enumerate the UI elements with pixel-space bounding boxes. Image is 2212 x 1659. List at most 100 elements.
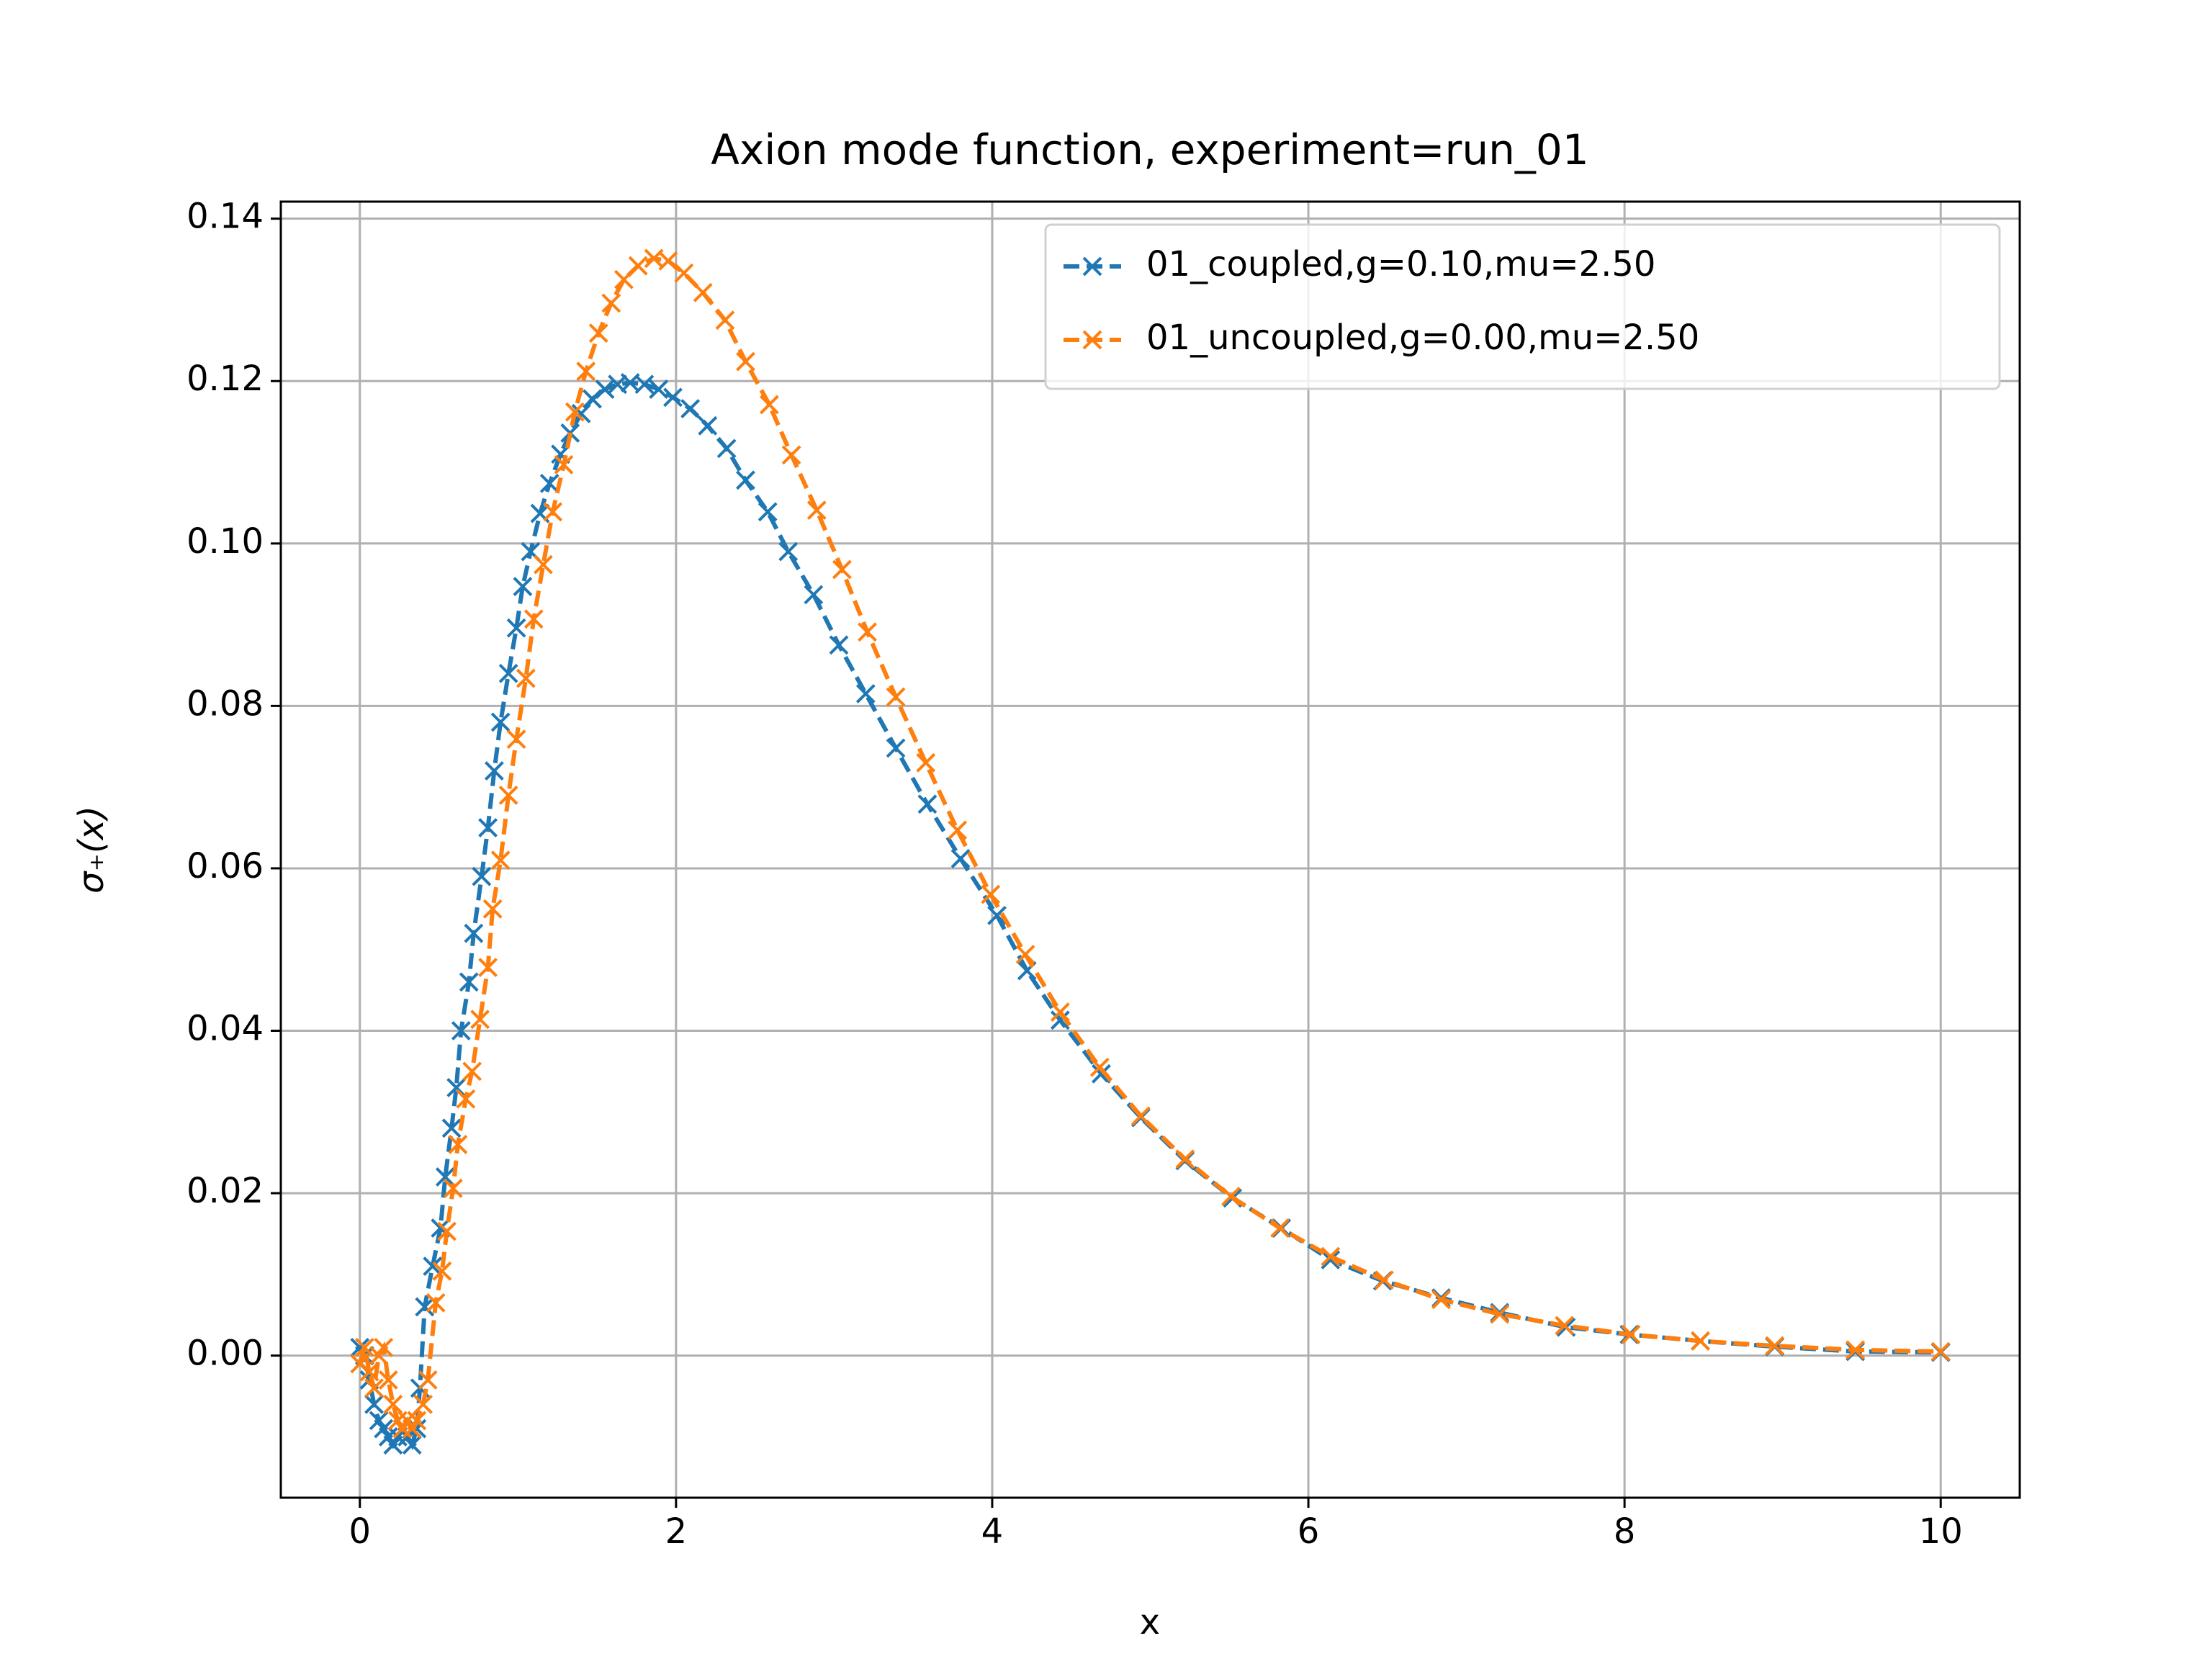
marker: [832, 559, 852, 580]
marker: [649, 379, 669, 399]
marker: [886, 738, 906, 758]
marker: [1130, 1106, 1151, 1126]
marker: [462, 1061, 482, 1082]
y-axis-label: σ₊(x): [71, 806, 112, 894]
marker: [378, 1370, 398, 1390]
marker: [855, 684, 876, 703]
marker: [1015, 945, 1035, 964]
marker: [1270, 1218, 1290, 1238]
legend-marker: [1082, 330, 1102, 350]
y-tick-label: 0.00: [186, 1334, 264, 1374]
marker: [950, 848, 971, 868]
marker: [565, 402, 585, 422]
x-tick-label: 8: [1614, 1511, 1636, 1552]
marker: [423, 1256, 443, 1276]
marker: [539, 473, 559, 493]
marker: [981, 884, 1001, 904]
marker: [680, 399, 701, 419]
marker: [498, 663, 518, 683]
y-tick-label: 0.02: [186, 1171, 264, 1211]
marker: [588, 323, 608, 343]
marker: [1175, 1149, 1195, 1169]
marker: [359, 1362, 379, 1382]
marker: [456, 1089, 476, 1109]
y-tick-label: 0.06: [186, 846, 264, 886]
marker: [459, 972, 479, 992]
y-tick-label: 0.10: [186, 521, 264, 562]
marker: [1930, 1341, 1951, 1362]
marker: [663, 387, 683, 408]
marker: [383, 1394, 403, 1414]
legend-box: [1044, 223, 2001, 390]
marker: [534, 554, 553, 575]
marker: [418, 1370, 438, 1390]
marker: [364, 1378, 384, 1398]
marker: [554, 454, 574, 475]
marker: [1621, 1324, 1641, 1344]
marker: [916, 752, 936, 773]
marker: [698, 415, 718, 436]
marker: [543, 502, 563, 522]
marker: [464, 923, 484, 943]
marker: [858, 622, 877, 642]
marker: [674, 263, 694, 283]
legend-label: 01_uncoupled,g=0.00,mu=2.50: [1146, 318, 1699, 358]
marker: [806, 500, 827, 520]
marker: [374, 1337, 394, 1357]
marker: [506, 729, 526, 750]
x-axis-label: x: [1140, 1602, 1160, 1642]
marker: [484, 761, 504, 781]
marker: [634, 374, 655, 395]
marker: [490, 712, 511, 732]
marker: [1050, 1002, 1070, 1022]
marker: [1490, 1304, 1510, 1324]
x-tick-label: 4: [981, 1511, 1004, 1552]
marker: [482, 899, 503, 919]
marker: [1765, 1336, 1785, 1356]
marker: [595, 379, 615, 399]
marker: [757, 502, 778, 522]
marker: [829, 635, 849, 655]
marker: [478, 818, 498, 837]
marker: [523, 609, 544, 629]
marker: [583, 389, 602, 409]
x-tick-label: 6: [1298, 1511, 1320, 1552]
marker: [1092, 1064, 1111, 1084]
marker: [778, 541, 799, 562]
legend-marker: [1082, 256, 1102, 276]
marker: [781, 445, 801, 465]
marker: [364, 1394, 384, 1414]
marker: [987, 905, 1007, 925]
marker: [415, 1297, 435, 1317]
marker: [506, 618, 526, 638]
marker: [448, 1134, 468, 1154]
marker: [443, 1178, 463, 1198]
marker: [435, 1167, 455, 1187]
marker: [407, 1411, 427, 1431]
marker: [716, 439, 737, 459]
y-tick-label: 0.04: [186, 1009, 264, 1049]
marker: [516, 668, 536, 688]
marker: [470, 1010, 490, 1030]
y-tick-label: 0.14: [186, 197, 264, 237]
marker: [432, 1261, 452, 1281]
marker: [490, 850, 511, 871]
marker: [1221, 1187, 1241, 1206]
marker: [693, 282, 713, 302]
marker: [628, 256, 648, 276]
marker: [498, 786, 518, 805]
marker: [1845, 1340, 1866, 1360]
plot-frame: [279, 200, 2021, 1499]
marker: [886, 687, 906, 707]
marker: [601, 293, 621, 313]
marker: [576, 361, 596, 382]
marker: [736, 470, 755, 490]
marker: [513, 577, 533, 597]
marker: [413, 1394, 433, 1414]
marker: [1555, 1316, 1575, 1336]
marker: [1321, 1250, 1341, 1269]
marker: [736, 351, 755, 372]
marker: [1431, 1290, 1451, 1310]
marker: [948, 820, 968, 840]
